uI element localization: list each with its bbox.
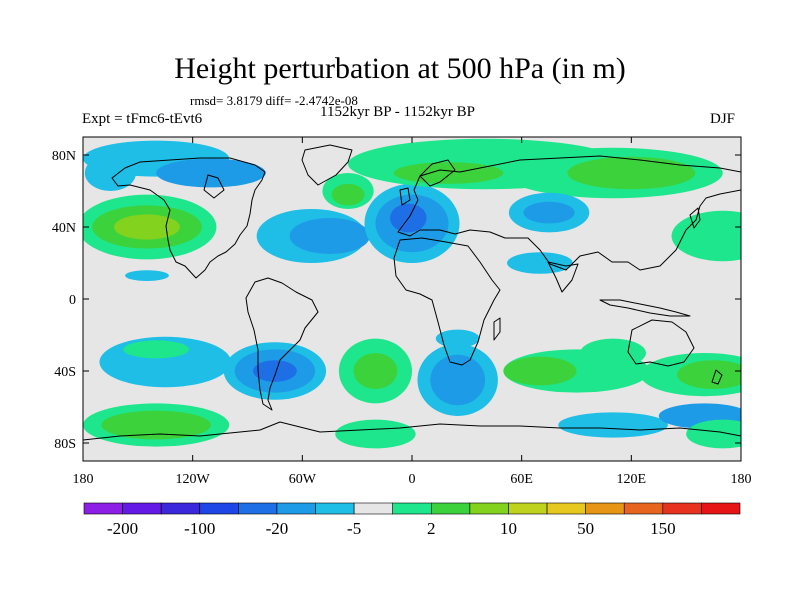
anomaly-patch-15 (393, 162, 504, 184)
anomaly-patch-31 (435, 329, 480, 348)
lon-tick-label: 60W (289, 472, 317, 487)
anomaly-patch-38 (101, 410, 211, 440)
rmsd-diff-stats: rmsd= 3.8179 diff= -2.4742e-08 (190, 93, 358, 108)
colorbar-swatch-3 (199, 502, 239, 515)
colorbar-swatch-9 (430, 502, 471, 515)
longitude-ticks: 180 120W 60W 0 60E 120E 180 (73, 137, 752, 487)
coast-indonesia (599, 299, 691, 317)
anomaly-patch-19 (523, 201, 575, 224)
colorbar-label: 2 (427, 519, 436, 538)
map-area (83, 137, 741, 461)
colorbar-label: -200 (107, 519, 138, 538)
colorbar-swatch-16 (701, 502, 741, 515)
anomaly-patch-6 (125, 270, 169, 281)
coast-africa (393, 237, 501, 366)
anomaly-patch-36 (677, 360, 741, 389)
lat-tick-label: 0 (69, 293, 76, 308)
coast-india (547, 261, 579, 293)
coast-south-america (245, 277, 319, 411)
colorbar-swatch-2 (160, 502, 201, 515)
anomaly-patch-26 (252, 360, 297, 382)
experiment-label: Expt = tFmc6-tEvt6 (82, 111, 203, 127)
colorbar-swatch-8 (392, 502, 432, 515)
lon-tick-label: 180 (731, 472, 752, 487)
colorbar-swatch-0 (83, 502, 123, 515)
anomaly-patch-39 (335, 419, 416, 449)
lon-tick-label: 0 (409, 472, 416, 487)
colorbar-swatch-11 (508, 502, 548, 515)
anomaly-patch-5 (156, 158, 266, 188)
anomaly-patch-30 (430, 354, 486, 406)
coast-madagascar (493, 317, 501, 341)
colorbar-swatch-6 (315, 502, 355, 515)
coast-japan (689, 207, 701, 229)
colorbar-swatch-12 (546, 502, 586, 515)
anomaly-patch-21 (671, 210, 741, 262)
colorbar-label: 50 (577, 519, 594, 538)
colorbar-swatch-15 (662, 502, 702, 515)
colorbar-label: -5 (347, 519, 361, 538)
colorbar-swatch-10 (469, 502, 509, 515)
coast-antarctica (83, 421, 741, 441)
anomaly-patch-17 (567, 156, 696, 190)
coast-eurasia (397, 155, 741, 271)
colorbar-swatch-13 (585, 502, 625, 515)
colorbar-label: 10 (500, 519, 517, 538)
coast-australia (627, 319, 695, 367)
colorbar-swatch-1 (122, 502, 162, 515)
coast-greenland (301, 144, 353, 186)
coast-new-zealand (711, 369, 723, 385)
latitude-ticks: 80N 40N 0 40S 80S (52, 149, 741, 452)
anomaly-patch-23 (123, 340, 190, 359)
anomaly-patch-2 (114, 214, 180, 240)
anomaly-patch-40 (558, 412, 668, 438)
coast-north-america (111, 157, 266, 279)
colorbar-label: -20 (266, 519, 289, 538)
lon-tick-label: 60E (510, 472, 533, 487)
anomaly-patch-4 (84, 155, 137, 191)
lat-tick-label: 40N (52, 221, 76, 236)
plot-title: Height perturbation at 500 hPa (in m) (174, 52, 626, 85)
coast-britain (399, 187, 411, 206)
coastlines (83, 144, 741, 441)
colorbar-swatch-14 (623, 502, 664, 515)
coast-hudson-bay (203, 174, 225, 199)
lon-tick-label: 120W (176, 472, 211, 487)
lon-tick-label: 180 (73, 472, 94, 487)
period-label: 1152kyr BP - 1152kyr BP (320, 104, 476, 120)
colorbar-label: -100 (184, 519, 215, 538)
anomaly-patch-33 (503, 356, 577, 386)
anomaly-patch-28 (353, 353, 398, 389)
lat-tick-label: 80S (54, 437, 76, 452)
anomaly-patch-42 (686, 419, 741, 449)
season-label: DJF (710, 111, 736, 127)
anomaly-fill-layer (83, 138, 741, 449)
anomaly-patch-34 (580, 338, 646, 368)
anomaly-patch-20 (507, 252, 573, 274)
lat-tick-label: 80N (52, 149, 76, 164)
colorbar-swatch-5 (276, 502, 316, 515)
coast-scandinavia (419, 159, 456, 187)
colorbar-label: 150 (650, 519, 676, 538)
colorbar: -200 -100 -20 -5 2 10 50 150 (83, 502, 741, 538)
lat-tick-label: 40S (54, 365, 76, 380)
colorbar-swatch-4 (238, 502, 278, 515)
anomaly-patch-8 (289, 218, 370, 254)
anomaly-patch-10 (331, 183, 365, 206)
lon-tick-label: 120E (617, 472, 647, 487)
colorbar-swatch-7 (353, 502, 394, 515)
